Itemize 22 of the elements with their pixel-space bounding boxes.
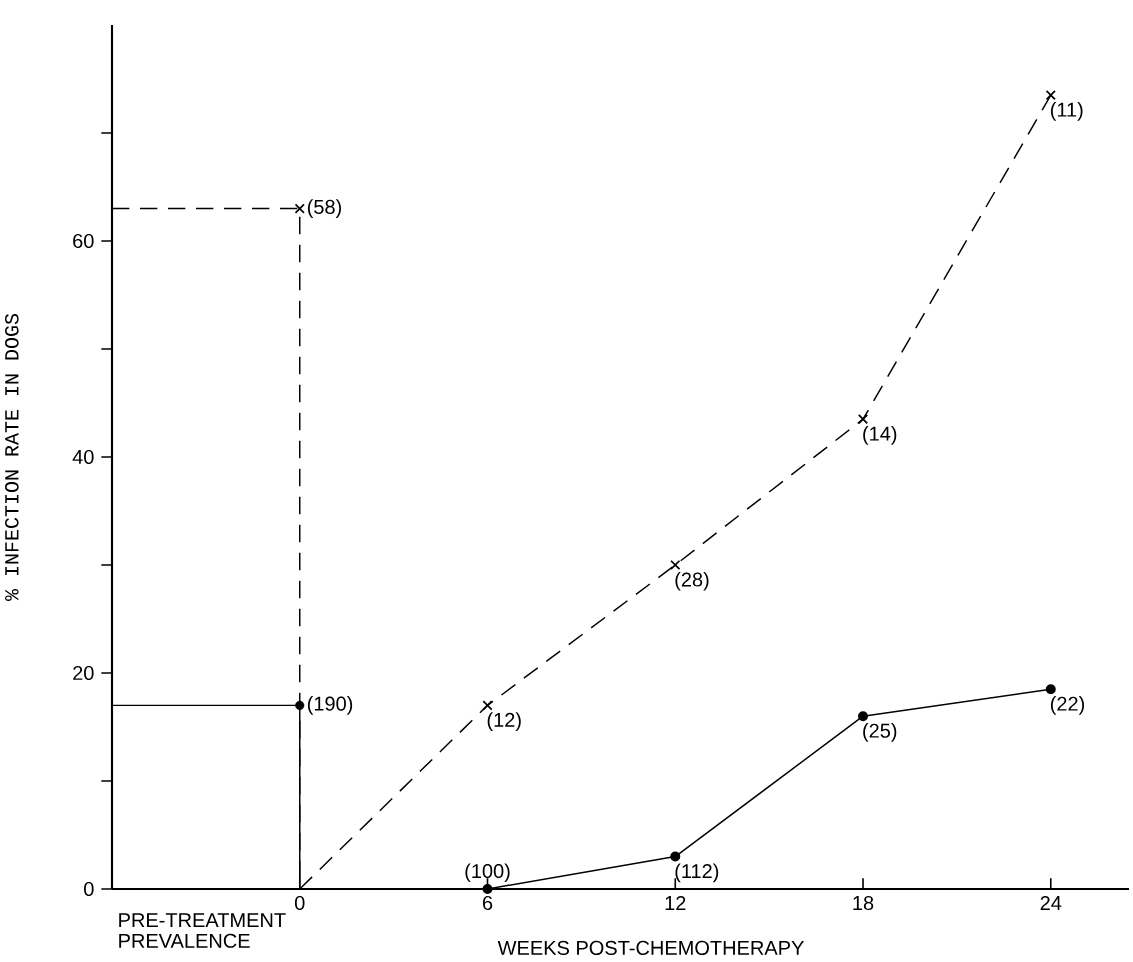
y-tick-label: 0 [84,881,94,897]
annotation: (100) [465,863,510,883]
y-tick-label: 60 [73,233,94,249]
annotation: (28) [675,571,709,591]
annotation: (58) [307,199,342,218]
x-tick-label: 0 [294,895,305,911]
y-tick-label: 40 [72,449,94,465]
annotation: (112) [675,863,719,883]
annotation: (11) [1050,102,1083,121]
annotation: (25) [863,723,897,742]
y-tick-label: 20 [73,665,94,681]
annotation: (12) [487,712,521,731]
x-tick-label: 6 [482,895,493,911]
y-axis-title: % INFECTION RATE IN DOGS [5,313,19,602]
x-axis-title: WEEKS POST-CHEMOTHERAPY [497,940,804,955]
text: PRE-TREATMENT PREVALENCE [119,913,286,948]
x-tick-label: 24 [1040,895,1062,910]
x-tick-label: 18 [853,895,874,911]
annotation: (22) [1050,696,1085,715]
annotation: (190) [307,696,353,715]
annotation: (14) [863,426,897,445]
x-tick-label: 12 [665,895,686,910]
